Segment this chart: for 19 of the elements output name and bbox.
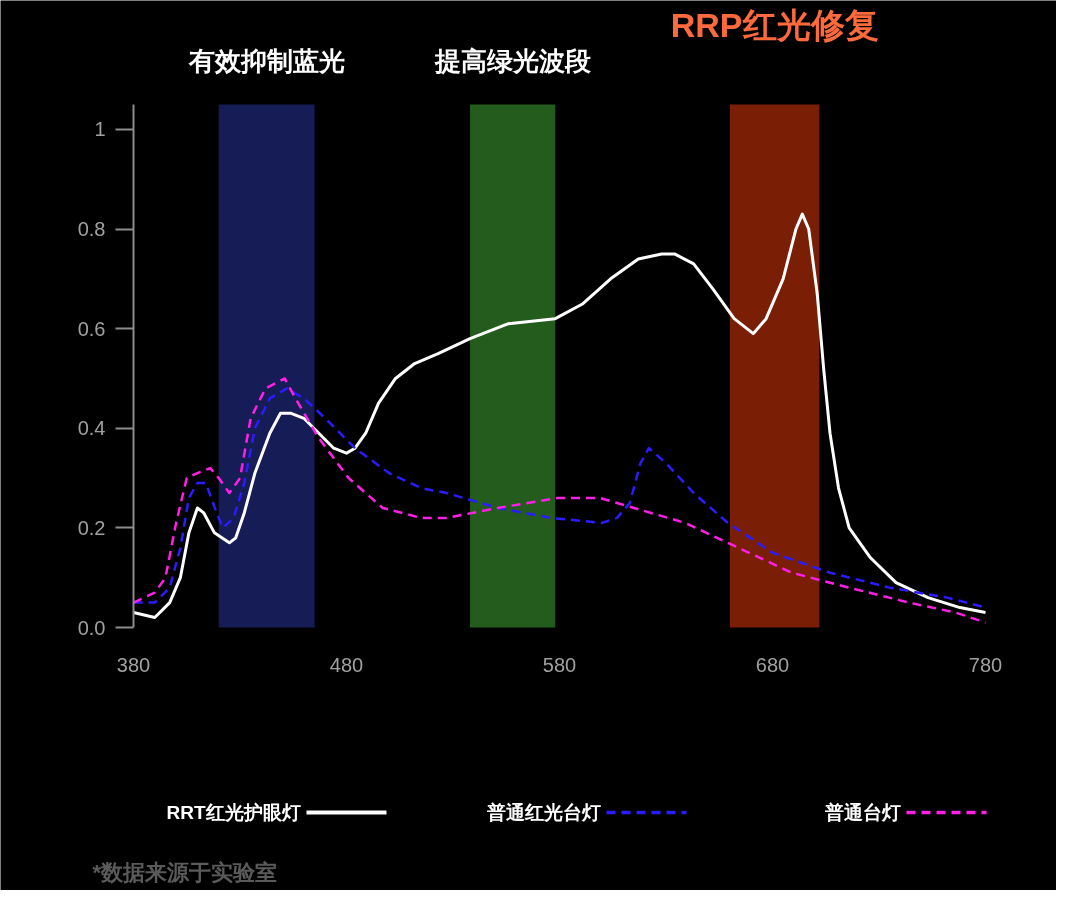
band-label: 提高绿光波段: [433, 45, 592, 76]
text: *数据来源于实验室: [92, 859, 278, 885]
y-tick-label: 0.0: [77, 616, 106, 639]
y-tick-label: 0.4: [77, 417, 106, 440]
y-tick-label: 0.8: [77, 218, 106, 241]
line-series: [132, 212, 987, 620]
y-tick-label: 0.6: [77, 317, 106, 340]
x-tick-label: 480: [329, 653, 364, 676]
legend-label: RRT红光护眼灯: [166, 802, 301, 823]
band-label: 有效抑制蓝光: [187, 45, 345, 76]
annotation: RRP红光修复: [670, 5, 879, 44]
y-tick-label: 1: [94, 118, 106, 141]
x-tick-label: 580: [542, 653, 577, 676]
legend-label: 普通红光台灯: [485, 802, 601, 823]
x-tick-label: 780: [968, 653, 1003, 676]
y-tick-label: 0.2: [77, 516, 106, 539]
legend-label: 普通台灯: [823, 802, 901, 823]
x-tick-label: 680: [755, 653, 790, 676]
x-tick-label: 380: [116, 653, 151, 676]
